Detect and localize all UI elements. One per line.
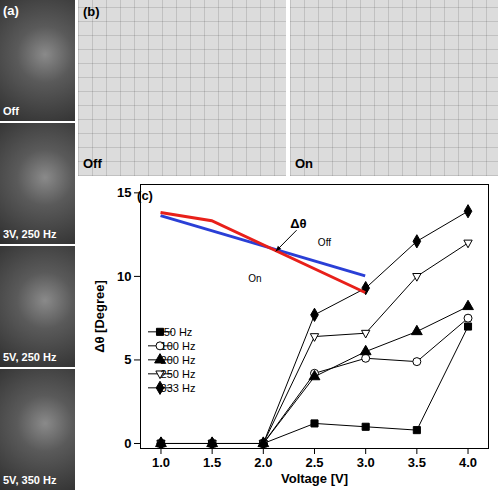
svg-text:3.5: 3.5 bbox=[408, 455, 426, 470]
svg-text:15: 15 bbox=[117, 185, 131, 200]
svg-text:Voltage [V]: Voltage [V] bbox=[281, 471, 348, 486]
svg-text:3.0: 3.0 bbox=[357, 455, 375, 470]
svg-text:2.5: 2.5 bbox=[305, 455, 323, 470]
svg-text:100 Hz: 100 Hz bbox=[161, 340, 196, 352]
html-text:Off: Off bbox=[3, 105, 19, 117]
html-text:(b): (b) bbox=[83, 4, 100, 19]
svg-text:250 Hz: 250 Hz bbox=[161, 368, 196, 380]
svg-text:Δθ: Δθ bbox=[290, 216, 306, 231]
svg-text:5: 5 bbox=[124, 352, 131, 367]
html-text:Off: Off bbox=[83, 156, 102, 171]
svg-text:4.0: 4.0 bbox=[459, 455, 477, 470]
html-text:3V, 250 Hz: 3V, 250 Hz bbox=[3, 228, 57, 240]
svg-text:10: 10 bbox=[117, 269, 131, 284]
svg-text:On: On bbox=[248, 273, 261, 284]
svg-text:(c): (c) bbox=[137, 188, 153, 203]
html-text:5V, 250 Hz: 5V, 250 Hz bbox=[3, 351, 57, 363]
svg-text:2.0: 2.0 bbox=[254, 455, 272, 470]
svg-text:Off: Off bbox=[318, 237, 331, 248]
html-text:On: On bbox=[295, 156, 314, 171]
svg-text:Δθ [Degree]: Δθ [Degree] bbox=[92, 280, 107, 353]
html-text:(a): (a) bbox=[3, 3, 19, 18]
svg-text:333 Hz: 333 Hz bbox=[161, 382, 196, 394]
svg-text:0: 0 bbox=[124, 436, 131, 451]
svg-text:1.5: 1.5 bbox=[203, 455, 221, 470]
svg-text:200 Hz: 200 Hz bbox=[161, 354, 196, 366]
svg-text:50 Hz: 50 Hz bbox=[164, 326, 193, 338]
svg-text:1.0: 1.0 bbox=[152, 455, 170, 470]
html-text:5V, 350 Hz: 5V, 350 Hz bbox=[3, 474, 57, 486]
